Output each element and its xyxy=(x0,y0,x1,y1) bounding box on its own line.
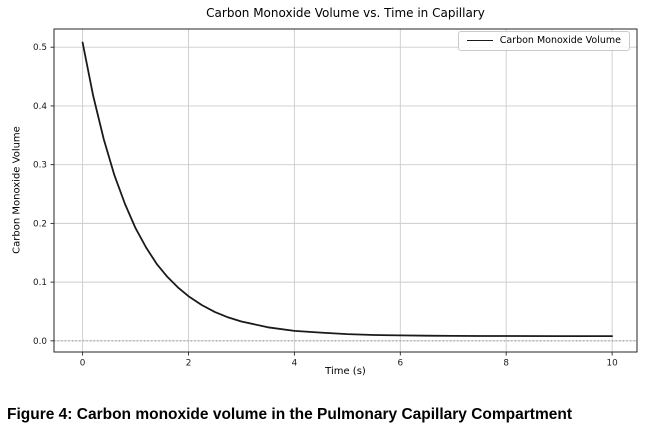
y-tick-label: 0.2 xyxy=(33,219,47,229)
chart-plot-area: 0 2 4 6 8 10 0.0 0.1 0.2 0.3 0.4 0.5 xyxy=(33,28,638,369)
x-tick-label: 10 xyxy=(607,359,619,369)
y-tick-label: 0.1 xyxy=(33,278,47,288)
legend-line-sample xyxy=(466,40,493,41)
legend-box: Carbon Monoxide Volume xyxy=(457,31,630,51)
figure-caption: Figure 4: Carbon monoxide volume in the … xyxy=(7,406,572,423)
y-tick-label: 0.3 xyxy=(33,161,47,171)
curve-line xyxy=(81,41,613,337)
y-axis-label: Carbon Monoxide Volume xyxy=(11,126,23,254)
y-tick-label: 0.4 xyxy=(33,102,47,112)
x-tick-label: 4 xyxy=(292,359,298,369)
y-tick-label: 0.5 xyxy=(33,43,47,53)
x-tick-label: 6 xyxy=(398,359,404,369)
chart-title: Carbon Monoxide Volume vs. Time in Capil… xyxy=(206,6,485,20)
x-tick-label: 8 xyxy=(503,359,509,369)
x-tick-label: 2 xyxy=(186,359,192,369)
x-tick-label: 0 xyxy=(80,359,86,369)
legend-entry-label: Carbon Monoxide Volume xyxy=(499,35,621,46)
x-axis-label: Time (s) xyxy=(325,366,366,377)
plot-border xyxy=(53,28,638,353)
y-tick-label: 0.0 xyxy=(33,337,47,347)
